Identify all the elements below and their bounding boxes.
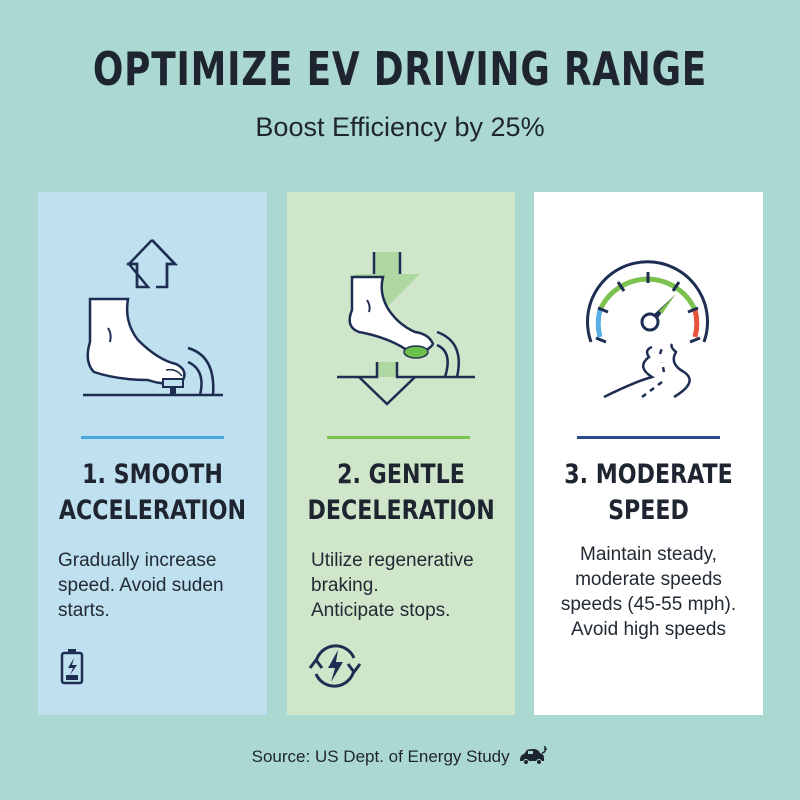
foot-pressing-pedal-up-arrow-icon	[38, 192, 267, 422]
electric-car-icon	[520, 746, 548, 765]
tip-card-moderate-speed: 3. MODERATE SPEED Maintain steady, moder…	[534, 192, 763, 715]
card-divider	[81, 436, 224, 439]
card-body: Gradually increase speed. Avoid suden st…	[58, 550, 224, 621]
card-heading: 2. GENTLE DECELERATION	[307, 459, 495, 526]
tip-card-gentle-deceleration: 2. GENTLE DECELERATION Utilize regenerat…	[287, 192, 515, 715]
card-divider	[577, 436, 720, 439]
page-title: OPTIMIZE EV DRIVING RANGE	[92, 42, 708, 96]
card-divider	[327, 436, 470, 439]
tip-card-smooth-acceleration: 1. SMOOTH ACCELERATION Gradually increas…	[38, 192, 267, 715]
card-body: Maintain steady, moderate speeds speeds …	[560, 544, 737, 640]
battery-charging-icon	[58, 647, 88, 692]
speedometer-road-icon	[534, 192, 763, 422]
regenerative-energy-cycle-icon	[302, 640, 368, 697]
foot-pressing-pedal-down-arrow-icon	[287, 192, 515, 422]
card-heading: 3. MODERATE SPEED	[564, 459, 733, 526]
card-heading: 1. SMOOTH ACCELERATION	[58, 459, 247, 526]
card-body: Utilize regenerative braking. Anticipate…	[311, 550, 474, 621]
source-citation: Source: US Dept. of Energy Study	[0, 746, 800, 767]
page-subtitle: Boost Efficiency by 25%	[255, 112, 545, 142]
